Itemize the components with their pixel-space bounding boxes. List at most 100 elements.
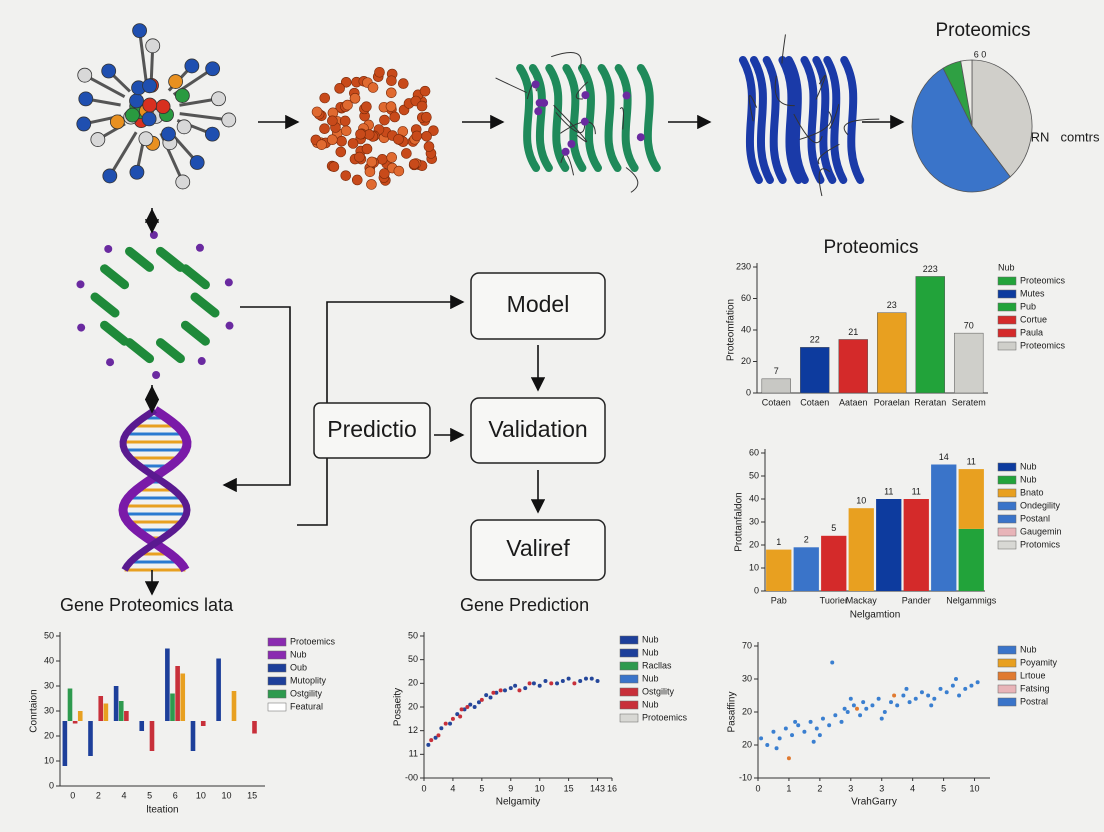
atom [361,101,372,112]
scatter-point [864,706,869,711]
scatter-point [913,696,918,701]
y-tick-label: 20 [742,706,752,716]
atom [340,76,352,88]
loop [815,74,826,100]
legend-swatch [997,289,1017,299]
legend-label: Proteomics [1020,340,1066,350]
loop [553,104,587,143]
scatter-point [462,707,467,712]
bar [231,691,237,721]
scatter-point [491,690,496,695]
x-tick-label: 0 [70,790,75,800]
x-tick-label: 10 [970,783,980,793]
bar [200,721,206,726]
ribbon [840,56,865,184]
scatter-point [957,693,962,698]
legend-swatch [619,648,639,658]
atom [204,126,220,142]
atom [142,97,158,113]
atom [335,146,347,158]
scatter-point [907,700,912,705]
scatter-point [892,693,897,698]
scatter-point [796,723,801,728]
scatter-point [595,678,600,683]
scatter-point [944,690,949,695]
scatter-point [783,726,788,731]
bond [108,131,138,177]
atom [419,85,431,97]
legend-label: Protomics [1020,539,1061,549]
atom [109,114,125,130]
atom [195,243,204,252]
scatter-point [433,735,438,740]
bar-annotation: 11 [884,486,893,496]
legend-title: Nub [998,262,1015,272]
illustrations [76,23,880,573]
legend-label: Nub [642,699,659,709]
y-tick-label: 20 [408,701,418,711]
y-tick-label: 30 [44,705,54,715]
box [313,402,431,459]
atom [149,231,158,240]
scatter-point [777,736,782,741]
atom [211,91,226,107]
atom [366,179,377,190]
bar-segment [958,528,984,591]
scatter-point [817,733,822,738]
atom [168,74,184,89]
atom [398,78,409,89]
ribbon [762,56,787,184]
legend-swatch [619,635,639,645]
annotation: RN [1031,129,1050,144]
atom [175,174,191,190]
box-label: Validation [488,416,587,442]
bond [179,112,229,122]
legend-label: Nub [642,673,659,683]
legend-swatch [997,514,1017,524]
loop [843,118,880,136]
atom [580,117,589,126]
x-tick-label: Cotaen [800,397,829,407]
atom [416,100,428,112]
atom [393,165,405,177]
scatter-point [932,696,937,701]
loop [495,77,527,93]
scatter-point [494,690,499,695]
scatter-point [578,678,583,683]
loop [551,52,582,69]
ribbon [562,64,587,172]
x-tick-label: Cotaen [762,397,791,407]
legend-label: Ostgility [642,686,675,696]
scatter-point [786,756,791,761]
atom [77,67,93,83]
y-axis-label: Prottanfaldon [734,492,745,552]
y-tick-label: 20 [742,739,752,749]
atom [636,133,645,142]
atom [327,134,338,146]
scatter-point [508,686,513,691]
bar-annotation: 11 [967,456,976,466]
y-tick-label: 20 [408,678,418,688]
bar-annotation: 23 [887,300,897,310]
atom [328,161,340,172]
legend-swatch [267,663,287,673]
atom [385,87,397,99]
bar-annotation: 70 [964,321,974,331]
scatter-point [572,681,577,686]
flow-boxes [313,272,606,581]
scatter-point [759,736,764,741]
atom [197,357,206,366]
scatter-point [870,703,875,708]
scatter-point [465,705,470,709]
legend-label: Nub [1020,461,1037,471]
atom [78,91,94,107]
ribbon [125,246,155,272]
x-tick-label: 5 [479,783,484,793]
atom [567,139,576,148]
bar-annotation: 14 [939,452,949,462]
x-tick-label: 4 [910,783,915,793]
scatter-point [450,716,455,721]
bar [118,701,124,721]
ribbon [778,56,803,184]
